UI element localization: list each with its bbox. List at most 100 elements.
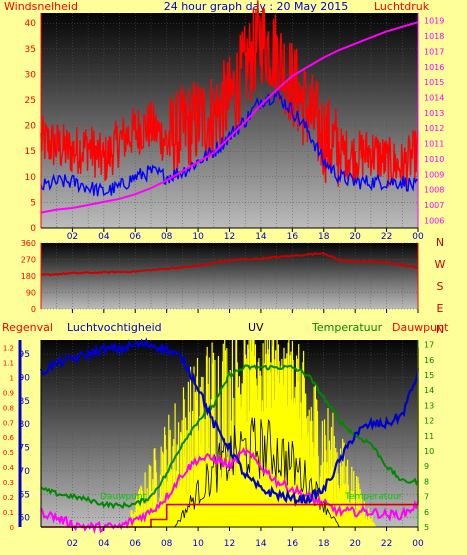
rain-tick-label: 0.6 [3,434,15,442]
left-axis-tick-label: 10 [25,173,37,183]
uv-bar [324,435,326,527]
uv-bar [374,525,376,527]
rain-axis-title: Regenval [2,321,53,334]
uv-bar [224,340,226,527]
uv-bar [137,502,139,527]
uv-bar [368,511,370,527]
humidity-tick-label: 90 [19,373,31,383]
uv-bar [349,504,351,527]
uv-bar [151,509,153,527]
uv-bar [236,340,238,527]
uv-bar [307,432,310,527]
uv-bar [260,375,262,527]
right-axis-tick-label: 1015 [424,78,444,87]
uv-bar [212,352,215,527]
wind-pressure-panel: 0510152025303540100610071008100910101011… [25,0,444,242]
uv-bar [233,448,236,527]
uv-bar [216,474,218,527]
humidity-tick-label: 75 [19,444,30,454]
uv-bar [318,495,320,527]
uv-bar [358,505,360,527]
temperature-tick-label: 7 [424,493,429,502]
uv-bar [271,340,273,527]
x-tick-label: 02 [67,539,78,549]
uv-bar [261,400,263,527]
uv-bar [286,353,288,527]
uv-bar [182,486,184,527]
pressure-line [40,21,419,214]
uv-bar [335,448,337,527]
temperature-tick-label: 8 [424,477,429,486]
direction-tick-label: 360 [21,239,36,248]
uv-bar [316,399,318,527]
dewpoint-axis-title: Dauwpunt [392,321,449,334]
uv-bar [221,477,223,527]
uv-bar [229,479,231,527]
uv-bar [370,522,372,527]
uv-bar [357,477,359,527]
uv-bar [299,369,301,527]
uv-bar [289,369,291,527]
uv-bar [248,340,250,527]
uv-bar [250,351,252,527]
x-tick-label: 16 [287,539,299,549]
uv-bar [156,502,158,527]
uv-bar [372,522,374,527]
uv-bar [356,476,358,527]
uv-bar [316,411,319,527]
uv-bar [268,354,270,527]
compass-label: E [437,302,444,315]
uv-bar [257,362,259,527]
uv-bar [306,436,308,527]
uv-bar [228,372,230,527]
uv-bar [269,372,271,527]
uv-bar [321,465,323,527]
uv-bar [332,412,334,527]
uv-bar [314,384,316,527]
uv-bar [227,479,229,527]
uv-bar [157,503,159,527]
uv-bar [337,484,340,527]
right-axis-tick-label: 1017 [424,47,444,56]
uv-bar [312,442,314,527]
uv-bar [212,363,214,527]
right-axis-tick-label: 1013 [424,109,444,118]
uv-bar [266,408,268,527]
x-tick-label: 20 [349,539,361,549]
uv-bar [303,377,305,527]
uv-bar [307,416,309,527]
uv-bar [300,402,302,527]
uv-bar [230,420,232,527]
uv-bar [129,518,131,527]
uv-bar [284,358,286,527]
uv-bar [193,366,195,527]
uv-bar [328,474,330,527]
x-tick-label: 12 [224,232,235,242]
humidity-temperature-panel: 00.10.20.30.40.50.60.70.80.911.11.260657… [3,337,434,549]
dewpoint-annotation: Dauwpunt [100,492,147,502]
uv-bar [175,470,178,527]
left-axis-tick-label: 5 [30,198,36,208]
uv-bar [205,355,208,527]
uv-bar [180,435,182,527]
temperature-tick-label: 16 [424,356,434,365]
uv-bar [235,340,237,527]
uv-bar [274,359,276,527]
uv-bar [138,491,140,527]
uv-bar [183,399,185,527]
uv-bar [222,361,224,527]
temperature-tick-label: 14 [424,386,434,395]
uv-bar [170,473,172,527]
wind-gust-line [40,0,419,188]
x-tick-label: 12 [224,539,235,549]
x-tick-label: 00 [412,232,424,242]
uv-bar [326,462,328,527]
uv-bar [198,430,200,527]
humidity-line [39,337,420,507]
uv-bar [275,350,277,527]
uv-bar [226,457,229,527]
uv-bar [319,494,321,527]
uv-bar [253,340,255,527]
uv-bar [190,457,192,527]
uv-bar [347,459,349,527]
